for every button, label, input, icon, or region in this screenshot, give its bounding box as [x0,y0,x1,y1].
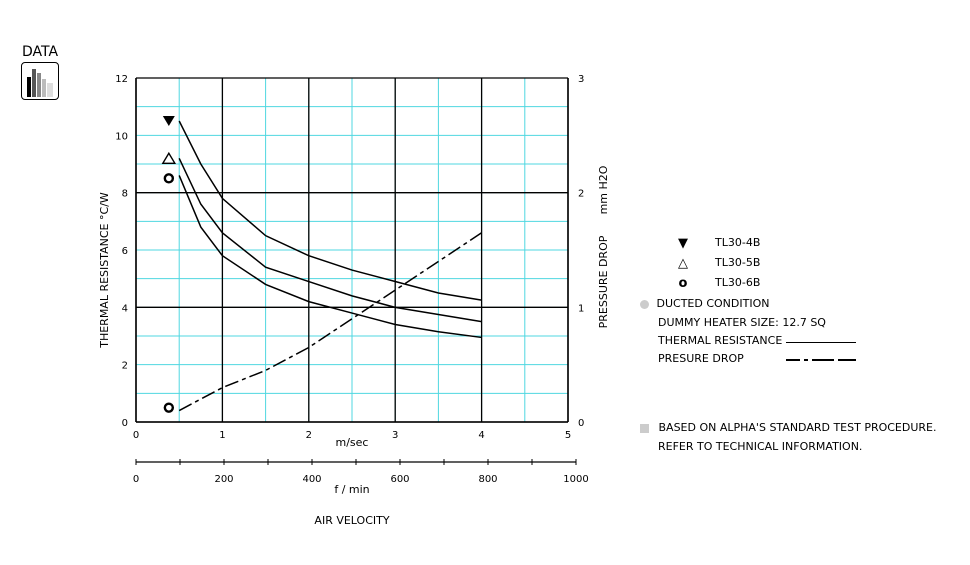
pressure-drop-legend: PRESURE DROP [658,352,744,365]
data-badge-label: DATA [21,44,59,60]
y-tick-label-right: 2 [578,189,584,200]
x-tick-label-top: 4 [478,430,484,441]
open-triangle-icon: △ [678,256,688,271]
thermal-line-tl30-4b [178,120,482,301]
x-tick-label-top: 2 [306,430,312,441]
y-tick-label-left: 2 [122,361,128,372]
y-tick-label-right: 0 [578,418,584,429]
ducted-condition: DUCTED CONDITION [640,297,769,310]
y-axis-unit-right: mm H2O [597,165,610,214]
y-tick-label-left: 8 [122,189,128,200]
circle-icon: o [678,276,688,291]
dashed-line-sample [786,359,856,361]
heatsink-chart-icon [21,62,59,100]
bullet-square-icon [640,423,649,433]
y-tick-label-left: 10 [115,131,128,142]
bullet-dot-icon [640,299,649,309]
x-tick-label-bottom: 400 [302,474,321,485]
x-tick-label-top: 3 [392,430,398,441]
legend-label: TL30-5B [715,256,761,269]
y-tick-label-right: 3 [578,74,584,85]
data-badge: DATA [18,44,62,100]
heater-size: DUMMY HEATER SIZE: 12.7 SQ [658,316,826,329]
y-tick-label-left: 0 [122,418,128,429]
y-axis-label-right: PRESSURE DROP [597,235,610,328]
chart-markers [161,116,177,413]
marker-circle [163,173,175,184]
x-axis-title: AIR VELOCITY [314,514,389,527]
x-tick-label-top: 5 [565,430,571,441]
note-line-2: REFER TO TECHNICAL INFORMATION. [658,440,863,453]
y-axis-label-left: THERMAL RESISTANCE °C/W [98,192,111,349]
pressure-drop-line [178,232,483,412]
chart-series [178,120,483,412]
x-tick-label-bottom: 0 [133,474,139,485]
thermal-resistance-legend: THERMAL RESISTANCE [658,334,783,347]
marker-circle [163,402,175,413]
thermal-line-tl30-6b [178,175,482,339]
x-axis-label-bottom: f / min [334,483,369,496]
solid-line-sample [786,342,856,343]
x-tick-label-top: 0 [133,430,139,441]
legend-label: TL30-6B [715,276,761,289]
chart-frame [135,78,569,423]
note-line-1: BASED ON ALPHA'S STANDARD TEST PROCEDURE… [640,421,937,434]
thermal-line-tl30-5b [178,157,482,323]
y-tick-label-left: 6 [122,246,128,257]
y-tick-label-right: 1 [578,303,584,314]
y-tick-label-left: 12 [115,74,128,85]
marker-filled-triangle [162,116,175,126]
x-tick-label-bottom: 800 [478,474,497,485]
legend-label: TL30-4B [715,236,761,249]
chart-grid [135,77,569,423]
filled-triangle-icon: ▼ [678,236,688,251]
x-tick-label-bottom: 200 [214,474,233,485]
x-tick-label-top: 1 [219,430,225,441]
x-tick-label-bottom: 600 [390,474,409,485]
y-tick-label-left: 4 [122,303,128,314]
marker-open-triangle [161,151,177,164]
x-axis-label-top: m/sec [336,436,369,449]
x-tick-label-bottom: 1000 [563,474,588,485]
